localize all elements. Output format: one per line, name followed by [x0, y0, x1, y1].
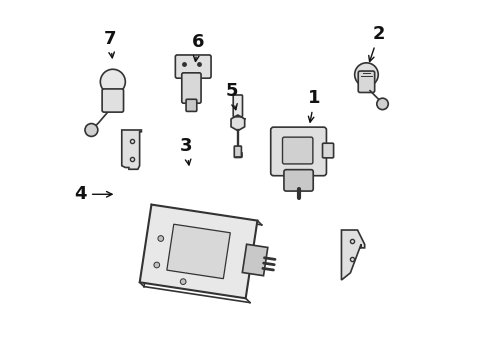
Text: 6: 6 [192, 33, 204, 62]
Polygon shape [167, 224, 230, 279]
FancyBboxPatch shape [283, 137, 313, 164]
Circle shape [377, 98, 388, 110]
FancyBboxPatch shape [233, 95, 243, 117]
Circle shape [355, 63, 378, 86]
Circle shape [100, 69, 125, 94]
Circle shape [154, 262, 160, 268]
Polygon shape [231, 115, 245, 131]
FancyBboxPatch shape [270, 127, 326, 176]
FancyBboxPatch shape [102, 89, 123, 112]
Text: 1: 1 [308, 89, 321, 122]
Text: 4: 4 [74, 185, 112, 203]
FancyBboxPatch shape [234, 146, 242, 157]
Text: 5: 5 [225, 82, 238, 110]
Polygon shape [342, 230, 365, 280]
Polygon shape [243, 244, 268, 276]
FancyBboxPatch shape [284, 170, 313, 191]
Text: 3: 3 [180, 137, 192, 165]
Polygon shape [140, 204, 257, 298]
Polygon shape [122, 130, 142, 169]
FancyBboxPatch shape [175, 55, 211, 78]
Circle shape [180, 279, 186, 284]
FancyBboxPatch shape [358, 71, 375, 93]
FancyBboxPatch shape [182, 73, 201, 103]
Text: 7: 7 [104, 30, 116, 58]
Text: 2: 2 [369, 24, 385, 62]
Circle shape [158, 236, 164, 241]
FancyBboxPatch shape [186, 99, 197, 111]
Circle shape [85, 123, 98, 136]
FancyBboxPatch shape [322, 143, 334, 158]
